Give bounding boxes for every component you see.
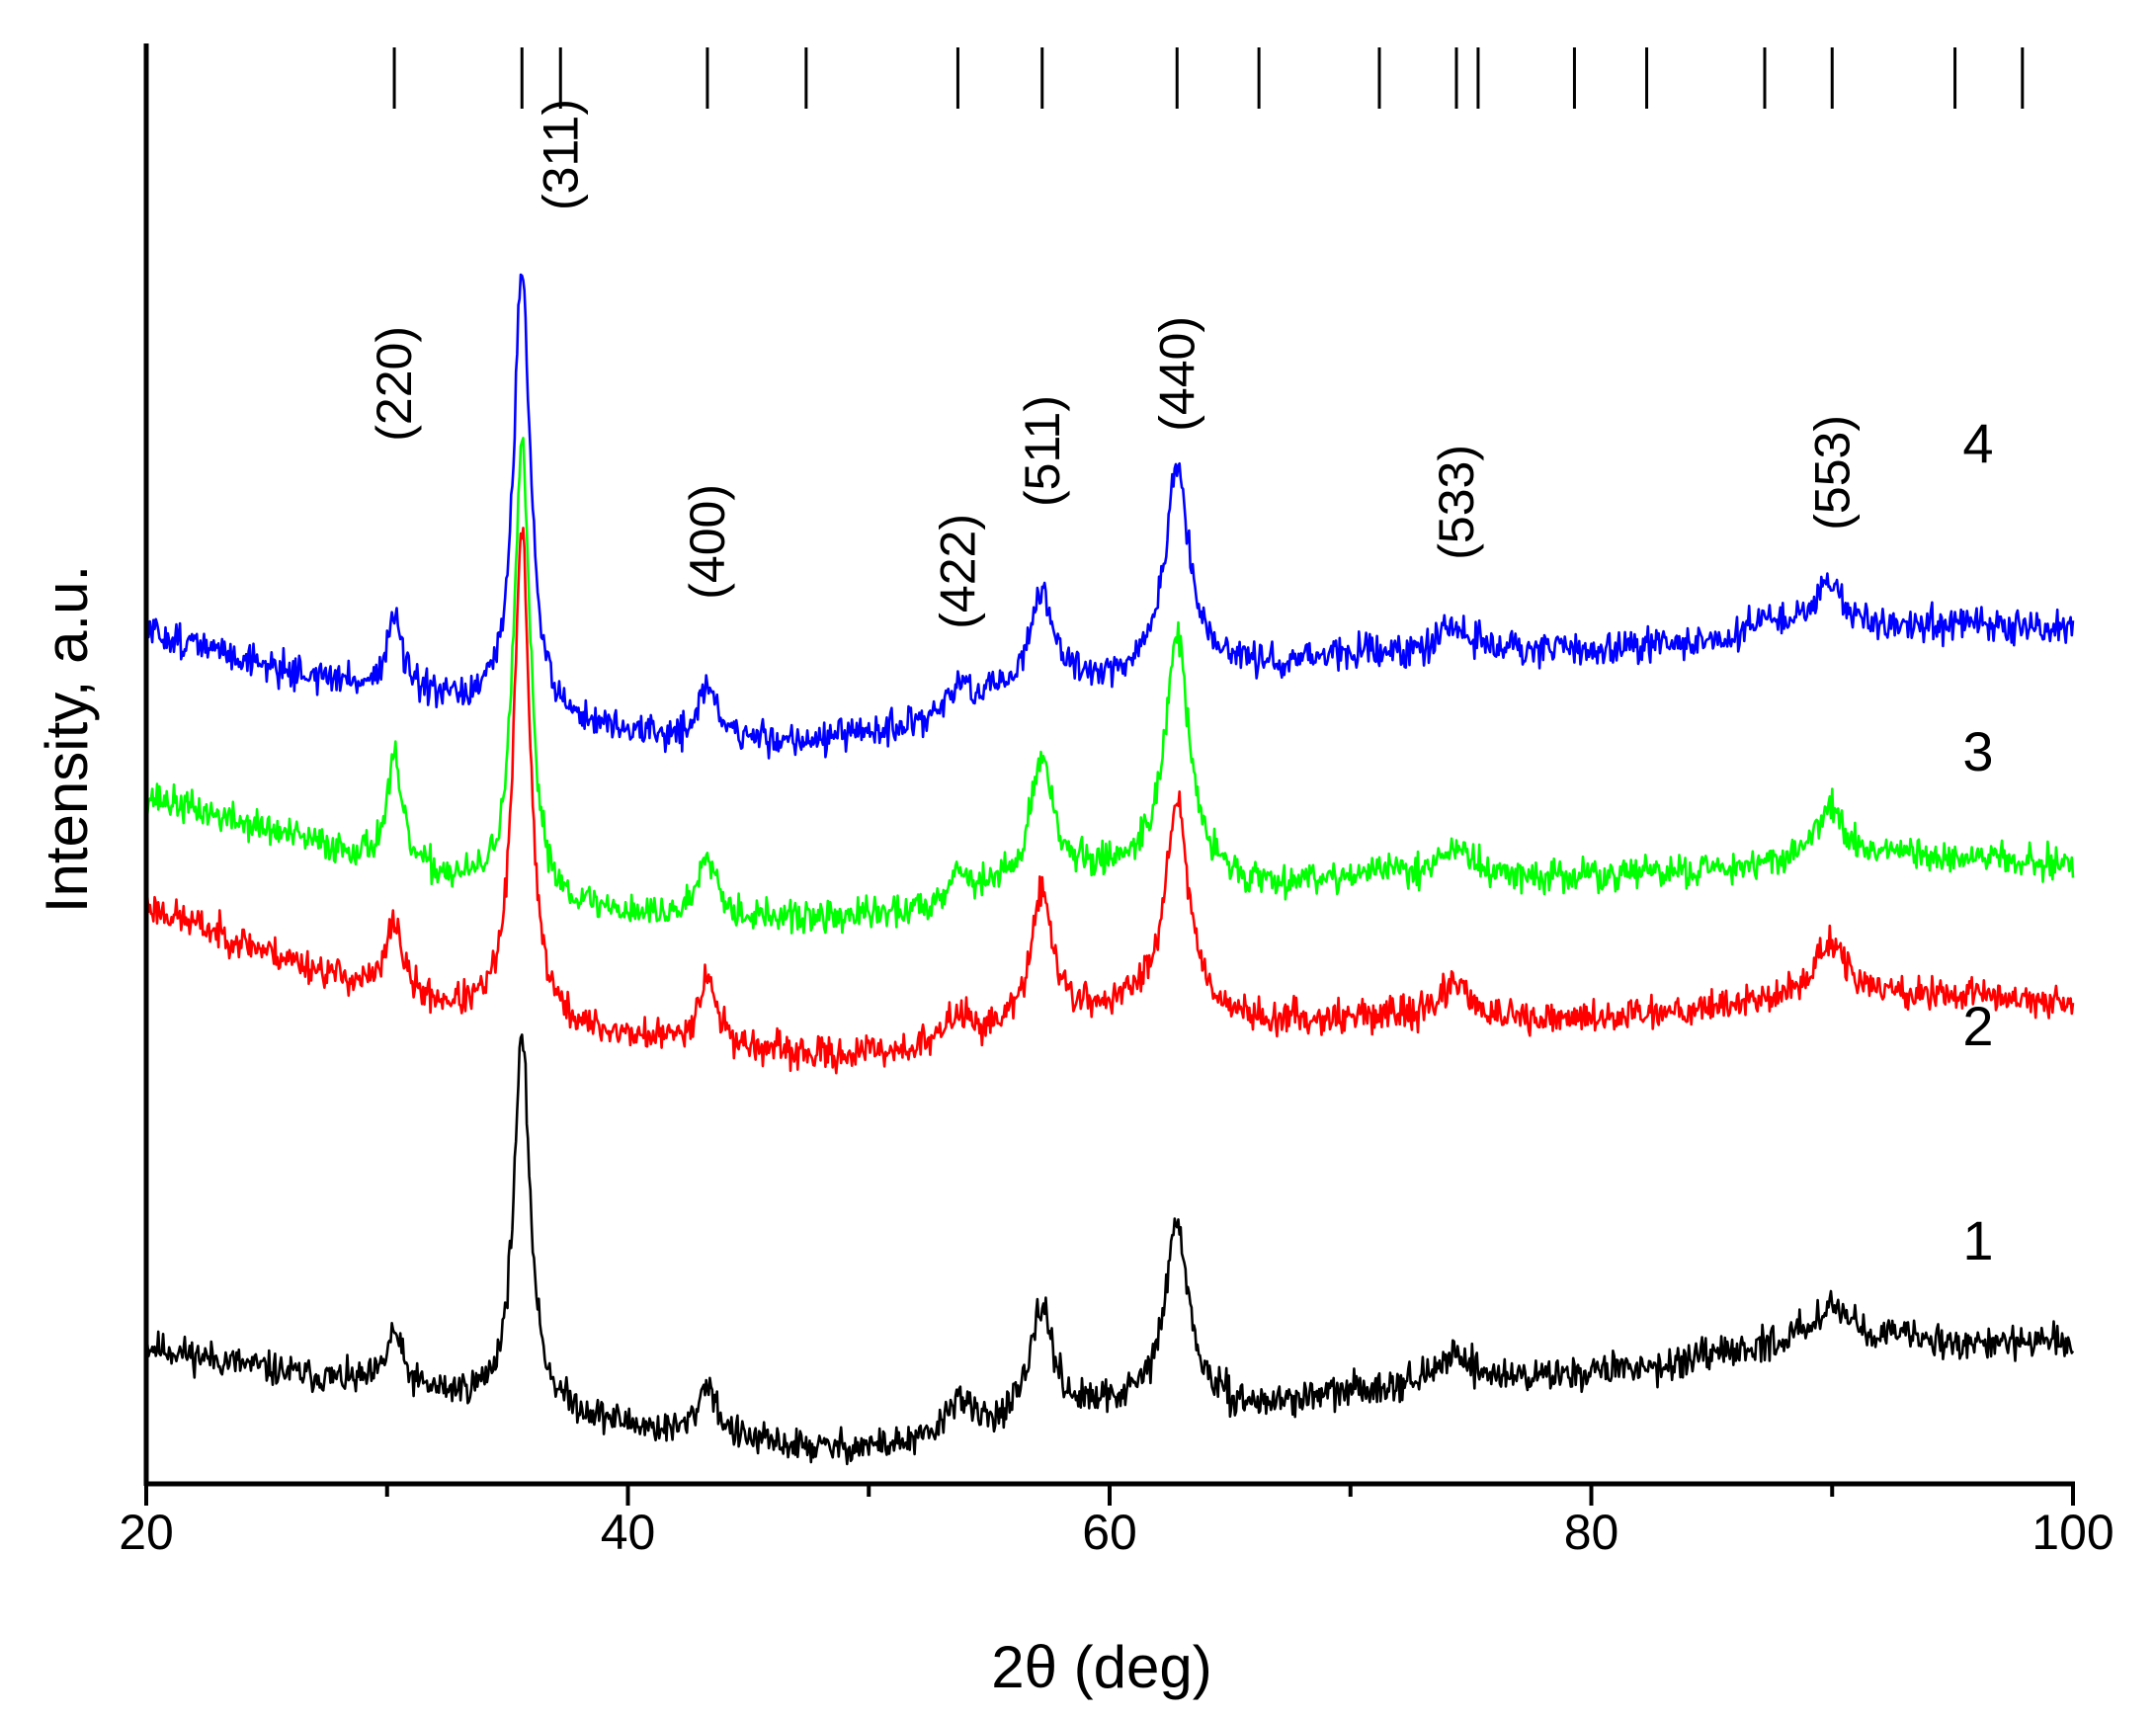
hkl-label: (440)	[1149, 316, 1204, 432]
x-tick-label: 80	[1564, 1505, 1619, 1560]
hkl-label: (220)	[367, 326, 422, 442]
hkl-label: (311)	[533, 99, 588, 210]
series-2-line	[144, 527, 2075, 1075]
curve-label-1: 1	[1962, 1209, 1993, 1271]
reference-lines	[392, 47, 2025, 109]
x-tick-label: 40	[601, 1505, 656, 1560]
curve-label-4: 4	[1962, 412, 1993, 474]
y-axis-title: Intensity, a.u.	[34, 565, 100, 913]
x-tick-label: 100	[2032, 1505, 2114, 1560]
hkl-label: (422)	[930, 514, 985, 629]
series-1-line	[144, 1033, 2075, 1466]
series-layer	[144, 273, 2075, 1466]
hkl-label: (511)	[1015, 395, 1070, 507]
x-tick-label: 20	[119, 1505, 174, 1560]
curve-label-2: 2	[1962, 995, 1993, 1057]
series-4-line	[144, 273, 2075, 760]
series-3-line	[144, 437, 2075, 935]
x-tick-label: 60	[1082, 1505, 1137, 1560]
hkl-label: (400)	[680, 484, 735, 600]
x-axis-title: 2θ (deg)	[991, 1634, 1211, 1700]
axes: 20 40 60 80 100	[119, 43, 2115, 1560]
hkl-label: (533)	[1429, 445, 1484, 560]
annotations: (220) (311) (400) (422) (511) (440) (533) (553)…	[367, 99, 1994, 1271]
hkl-label: (553)	[1804, 415, 1860, 531]
curve-label-3: 3	[1962, 720, 1993, 782]
